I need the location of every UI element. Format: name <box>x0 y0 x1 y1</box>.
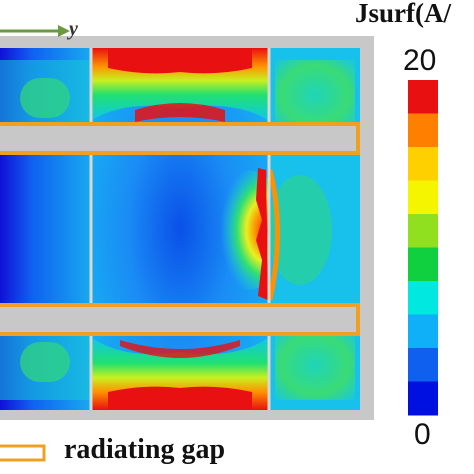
colorbar-min-label: 0 <box>414 418 431 451</box>
colorbar-segment <box>408 247 438 282</box>
colorbar-segment <box>408 80 438 114</box>
colorbar-segment <box>408 147 438 181</box>
colorbar-segment <box>408 381 438 416</box>
colorbar-segment <box>408 214 438 248</box>
y-axis-arrow <box>0 25 70 37</box>
colorbar-segment <box>408 113 438 148</box>
colorbar-max-label: 20 <box>403 44 437 77</box>
colorbar-segment <box>408 348 438 382</box>
legend-label: radiating gap <box>64 434 226 465</box>
colorbar-segment <box>408 180 438 215</box>
colorbar <box>408 80 438 416</box>
colorbar-segment <box>408 281 438 315</box>
legend-swatch <box>0 444 46 462</box>
y-axis-label: y <box>69 18 78 40</box>
radiating-gap-bottom <box>0 303 360 336</box>
cell-grid-lines <box>89 48 271 410</box>
colorbar-title: Jsurf(A/ <box>355 0 451 28</box>
radiating-gap-top <box>0 122 360 155</box>
colorbar-segment <box>408 314 438 349</box>
